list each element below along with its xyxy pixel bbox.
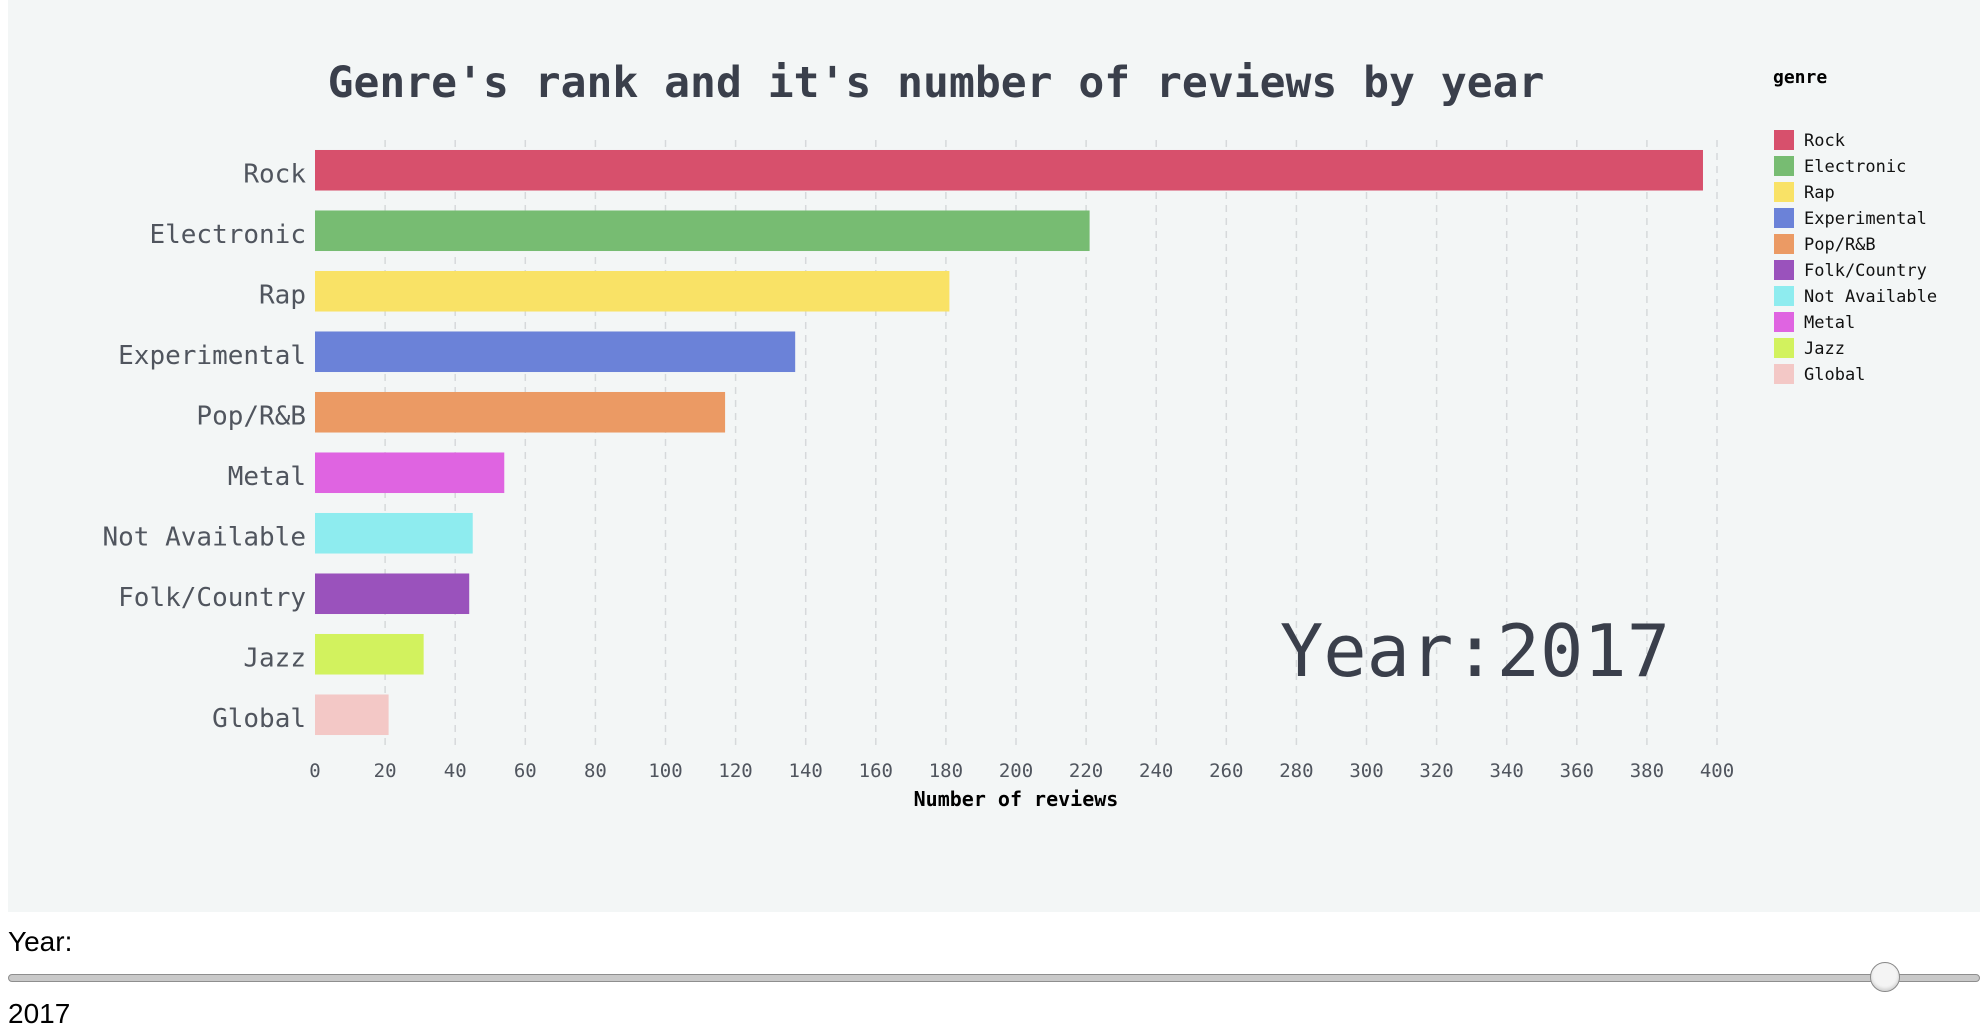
year-slider-label: Year: [8, 926, 73, 957]
bar-electronic [315, 210, 1090, 252]
y-tick-label-experimental: Experimental [118, 341, 306, 371]
x-tick-label-80: 80 [584, 760, 607, 782]
x-tick-label-0: 0 [309, 760, 320, 782]
y-tick-label-pop-r-b: Pop/R&B [196, 401, 306, 431]
bar-chart: Genre's rank and it's number of reviews … [103, 58, 1938, 811]
x-tick-label-300: 300 [1349, 760, 1383, 782]
legend-swatch-rap [1774, 182, 1794, 202]
y-tick-label-rap: Rap [259, 280, 306, 310]
legend-label-rap: Rap [1804, 183, 1835, 203]
x-tick-label-220: 220 [1069, 760, 1103, 782]
legend-swatch-electronic [1774, 156, 1794, 176]
chart-title: Genre's rank and it's number of reviews … [328, 58, 1545, 108]
year-slider-value: 2017 [8, 998, 71, 1029]
legend-label-global: Global [1804, 365, 1865, 385]
legend-swatch-metal [1774, 312, 1794, 332]
bar-experimental [315, 331, 796, 373]
x-tick-label-360: 360 [1560, 760, 1594, 782]
x-tick-label-320: 320 [1419, 760, 1453, 782]
y-tick-label-jazz: Jazz [243, 643, 306, 673]
chart-panel: Genre's rank and it's number of reviews … [8, 0, 1980, 912]
bar-rap [315, 270, 950, 312]
legend-label-pop-r-b: Pop/R&B [1804, 235, 1876, 255]
legend-title: genre [1773, 67, 1827, 88]
legend-swatch-global [1774, 364, 1794, 384]
legend-swatch-pop-r-b [1774, 234, 1794, 254]
x-tick-label-200: 200 [999, 760, 1033, 782]
x-tick-label-40: 40 [444, 760, 467, 782]
legend-swatch-jazz [1774, 338, 1794, 358]
bar-global [315, 694, 389, 736]
legend-swatch-experimental [1774, 208, 1794, 228]
year-slider-thumb[interactable] [1870, 962, 1901, 992]
x-tick-label-280: 280 [1279, 760, 1313, 782]
legend-swatch-not-available [1774, 286, 1794, 306]
y-tick-label-metal: Metal [228, 462, 306, 492]
legend-swatch-rock [1774, 130, 1794, 150]
legend-label-not-available: Not Available [1804, 287, 1937, 307]
x-tick-label-240: 240 [1139, 760, 1173, 782]
x-tick-label-260: 260 [1209, 760, 1243, 782]
year-annotation: Year:2017 [1280, 609, 1670, 693]
y-tick-label-folk-country: Folk/Country [118, 583, 306, 613]
x-tick-label-100: 100 [648, 760, 682, 782]
x-tick-label-380: 380 [1630, 760, 1664, 782]
legend-label-metal: Metal [1804, 313, 1855, 333]
x-tick-label-140: 140 [789, 760, 823, 782]
bar-jazz [315, 633, 424, 675]
legend-label-rock: Rock [1804, 131, 1845, 151]
bar-not-available [315, 512, 473, 554]
legend-swatch-folk-country [1774, 260, 1794, 280]
x-tick-label-400: 400 [1700, 760, 1734, 782]
legend-label-experimental: Experimental [1804, 209, 1927, 229]
bar-metal [315, 452, 505, 494]
y-tick-label-global: Global [212, 704, 306, 734]
x-axis-label: Number of reviews [914, 787, 1119, 811]
y-tick-label-rock: Rock [243, 159, 306, 189]
year-slider-track[interactable] [8, 974, 1980, 982]
bar-pop-r-b [315, 391, 726, 433]
x-tick-label-20: 20 [374, 760, 397, 782]
legend-label-jazz: Jazz [1804, 339, 1845, 359]
x-tick-label-60: 60 [514, 760, 537, 782]
x-tick-label-340: 340 [1490, 760, 1524, 782]
bar-rock [315, 149, 1703, 191]
legend-label-folk-country: Folk/Country [1804, 261, 1927, 281]
x-tick-label-120: 120 [718, 760, 752, 782]
bar-folk-country [315, 573, 470, 615]
y-tick-label-electronic: Electronic [149, 220, 306, 250]
y-tick-label-not-available: Not Available [103, 522, 307, 552]
x-tick-label-160: 160 [859, 760, 893, 782]
legend-label-electronic: Electronic [1804, 157, 1906, 177]
x-tick-label-180: 180 [929, 760, 963, 782]
